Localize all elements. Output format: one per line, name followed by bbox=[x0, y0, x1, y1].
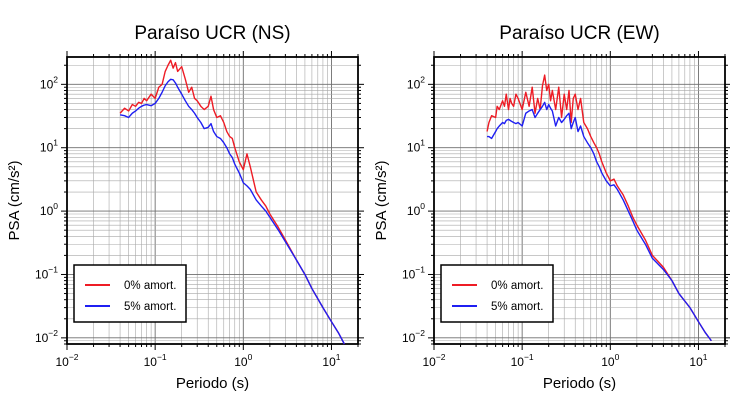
x-tick-base: 10 bbox=[144, 355, 158, 369]
y-tick-exponent: −1 bbox=[415, 264, 425, 274]
y-tick-exponent: 1 bbox=[420, 138, 425, 148]
y-tick-base: 10 bbox=[402, 267, 416, 281]
y-tick-label: 100 bbox=[40, 201, 58, 218]
y-tick-label: 101 bbox=[40, 138, 58, 155]
y-tick-base: 10 bbox=[407, 77, 421, 91]
y-tick-label: 102 bbox=[407, 74, 425, 91]
y-tick-base: 10 bbox=[40, 204, 54, 218]
plot-frame bbox=[433, 56, 726, 345]
legend-box bbox=[440, 264, 554, 323]
x-tick-exponent: −1 bbox=[524, 352, 534, 362]
legend-label: 5% amort. bbox=[124, 301, 176, 313]
legend: 0% amort. 5% amort. bbox=[440, 264, 554, 323]
y-tick-exponent: −1 bbox=[48, 264, 58, 274]
x-tick-label: 100 bbox=[234, 352, 252, 369]
y-tick-exponent: −2 bbox=[415, 328, 425, 338]
plot-frame bbox=[66, 56, 359, 345]
x-tick-exponent: 0 bbox=[615, 352, 620, 362]
y-tick-label: 10−2 bbox=[402, 328, 425, 345]
y-tick-label: 101 bbox=[407, 138, 425, 155]
y-tick-exponent: 0 bbox=[420, 201, 425, 211]
x-tick-base: 10 bbox=[234, 355, 248, 369]
x-tick-label: 10−1 bbox=[511, 352, 534, 369]
y-tick-exponent: −2 bbox=[48, 328, 58, 338]
y-tick-base: 10 bbox=[35, 267, 49, 281]
x-tick-label: 101 bbox=[322, 352, 340, 369]
legend-box bbox=[73, 264, 187, 323]
y-tick-exponent: 0 bbox=[53, 201, 58, 211]
y-axis-label: PSA (cm/s²) bbox=[6, 160, 23, 240]
x-tick-label: 10−1 bbox=[144, 352, 167, 369]
legend-label: 0% amort. bbox=[124, 280, 176, 292]
x-tick-label: 10−2 bbox=[55, 352, 78, 369]
y-tick-base: 10 bbox=[40, 77, 54, 91]
x-tick-label: 101 bbox=[689, 352, 707, 369]
y-tick-label: 10−2 bbox=[35, 328, 58, 345]
y-tick-base: 10 bbox=[40, 141, 54, 155]
x-tick-base: 10 bbox=[322, 355, 336, 369]
series-line-damping-5 bbox=[119, 78, 345, 345]
legend: 0% amort. 5% amort. bbox=[73, 264, 187, 323]
y-tick-exponent: 1 bbox=[53, 138, 58, 148]
x-tick-base: 10 bbox=[601, 355, 615, 369]
x-tick-base: 10 bbox=[55, 355, 69, 369]
legend-label: 0% amort. bbox=[491, 280, 543, 292]
y-tick-base: 10 bbox=[407, 141, 421, 155]
y-axis-label: PSA (cm/s²) bbox=[373, 160, 390, 240]
y-tick-exponent: 2 bbox=[53, 74, 58, 84]
y-tick-label: 10−1 bbox=[402, 264, 425, 281]
y-tick-label: 100 bbox=[407, 201, 425, 218]
x-tick-base: 10 bbox=[689, 355, 703, 369]
x-tick-exponent: −2 bbox=[69, 352, 79, 362]
x-tick-exponent: 1 bbox=[703, 352, 708, 362]
y-tick-label: 102 bbox=[40, 74, 58, 91]
y-tick-exponent: 2 bbox=[420, 74, 425, 84]
x-tick-exponent: 1 bbox=[336, 352, 341, 362]
grid bbox=[433, 57, 726, 345]
y-tick-base: 10 bbox=[35, 331, 49, 345]
x-tick-exponent: −2 bbox=[436, 352, 446, 362]
y-tick-label: 10−1 bbox=[35, 264, 58, 281]
x-tick-base: 10 bbox=[511, 355, 525, 369]
series-lines bbox=[486, 74, 712, 342]
chart-title: Paraíso UCR (EW) bbox=[499, 23, 659, 44]
x-tick-label: 100 bbox=[601, 352, 619, 369]
y-tick-base: 10 bbox=[402, 331, 416, 345]
series-line-damping-0 bbox=[119, 59, 345, 345]
x-tick-exponent: 0 bbox=[248, 352, 253, 362]
chart-title: Paraíso UCR (NS) bbox=[134, 23, 290, 44]
series-line-damping-0 bbox=[486, 74, 712, 342]
x-tick-label: 10−2 bbox=[422, 352, 445, 369]
x-tick-base: 10 bbox=[422, 355, 436, 369]
legend-label: 5% amort. bbox=[491, 301, 543, 313]
y-tick-base: 10 bbox=[407, 204, 421, 218]
x-axis-label: Periodo (s) bbox=[543, 375, 616, 392]
x-axis-label: Periodo (s) bbox=[176, 375, 249, 392]
x-tick-exponent: −1 bbox=[157, 352, 167, 362]
series-lines bbox=[119, 59, 345, 345]
series-line-damping-5 bbox=[487, 101, 712, 342]
